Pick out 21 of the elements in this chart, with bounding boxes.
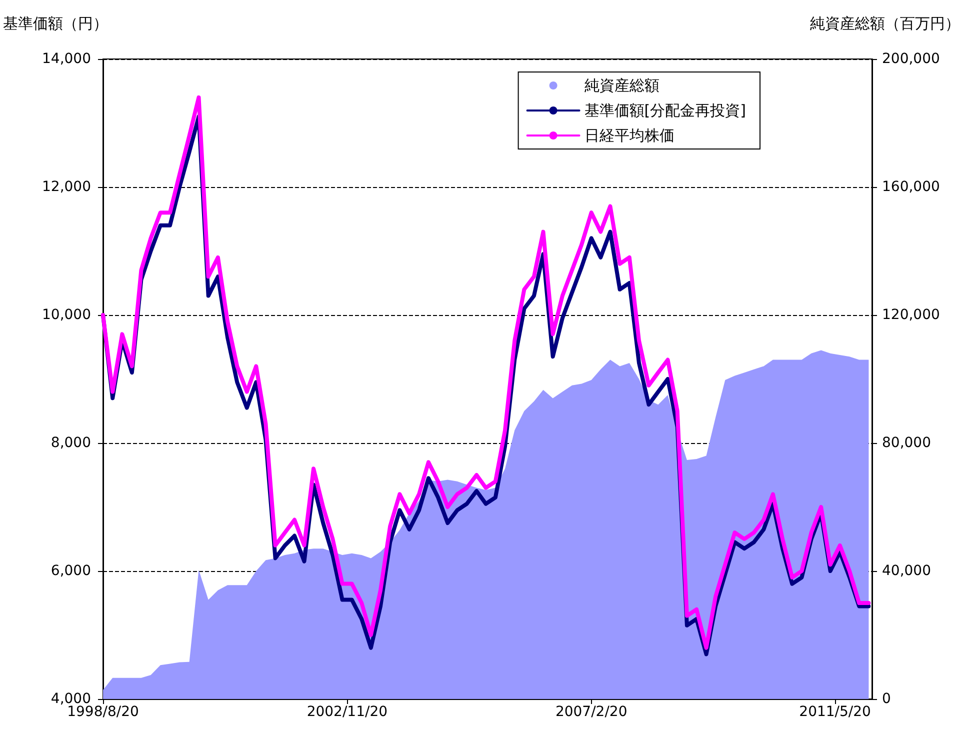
y2-tick-label: 160,000: [882, 179, 940, 195]
y2-tick-label: 0: [882, 691, 891, 707]
y-tick-label: 10,000: [42, 307, 91, 323]
y-axis-title: 基準価額（円）: [3, 14, 108, 32]
y2-axis-title: 純資産総額（百万円）: [810, 14, 960, 32]
y2-tick-label: 200,000: [882, 51, 940, 67]
legend-label: 基準価額[分配金再投資]: [584, 102, 746, 120]
y-tick-label: 12,000: [42, 179, 91, 195]
x-tick-label: 2007/2/20: [555, 704, 628, 720]
x-tick-label: 2002/11/20: [306, 704, 388, 720]
y-tick-label: 14,000: [42, 51, 91, 67]
y2-tick-label: 120,000: [882, 307, 940, 323]
y2-tick-label: 40,000: [882, 563, 931, 579]
y2-tick-label: 80,000: [882, 435, 931, 451]
legend-label: 純資産総額: [584, 76, 660, 94]
y-tick-label: 4,000: [50, 691, 91, 707]
y-tick-label: 8,000: [50, 435, 91, 451]
x-tick-label: 2011/5/20: [799, 704, 871, 720]
x-tick-label: 1998/8/20: [67, 704, 139, 720]
legend-label: 日経平均株価: [584, 126, 674, 144]
y-tick-label: 6,000: [50, 563, 91, 579]
